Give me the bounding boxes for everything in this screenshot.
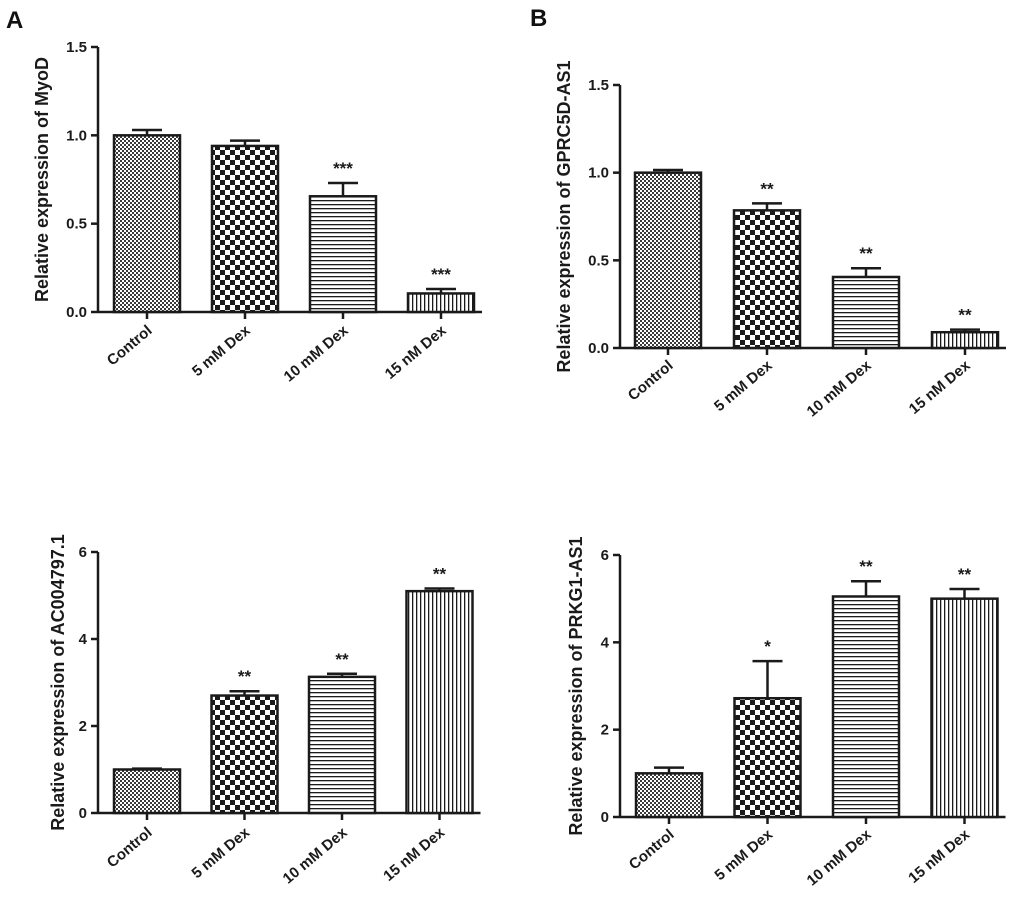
y-tick-label: 4 <box>601 634 610 651</box>
x-tick-label: 10 mM Dex <box>281 322 352 386</box>
bar <box>112 134 182 314</box>
significance-label: ** <box>760 179 774 198</box>
x-tick-label: 5 mM Dex <box>711 357 776 415</box>
bar <box>210 144 280 314</box>
significance-label: *** <box>431 265 451 284</box>
bar <box>633 171 703 350</box>
chart-1: 0.0 0.5 1.0 1.5 Relative expression of MyoD C… <box>32 39 482 385</box>
significance-label: ** <box>238 667 252 686</box>
x-tick-label: Control <box>625 357 677 404</box>
bar <box>831 275 901 350</box>
chart-3: 0 2 4 6 Relative expression of AC004797.1 Con… <box>48 534 481 887</box>
bar <box>930 597 999 819</box>
x-tick-label: Control <box>104 824 156 871</box>
bar <box>634 772 704 819</box>
bar <box>831 595 901 819</box>
bar <box>732 209 802 350</box>
x-tick-label: 15 nM Dex <box>905 826 973 887</box>
y-axis-label: Relative expression of GPRC5D-AS1 <box>554 60 574 372</box>
x-tick-label: Control <box>626 826 678 873</box>
y-tick-label: 2 <box>601 722 609 739</box>
x-tick-label: 15 nM Dex <box>382 322 450 383</box>
bar <box>406 292 476 314</box>
y-tick-label: 0.5 <box>588 252 609 269</box>
y-tick-label: 1.5 <box>588 77 609 94</box>
y-tick-label: 0 <box>79 805 87 822</box>
x-tick-label: Control <box>104 322 156 369</box>
y-tick-label: 1.0 <box>66 127 87 144</box>
significance-label: ** <box>335 650 349 669</box>
x-tick-label: 5 mM Dex <box>711 826 776 884</box>
y-tick-label: 0.0 <box>66 304 87 321</box>
bar <box>733 696 802 819</box>
y-axis-label: Relative expression of PRKG1-AS1 <box>566 536 586 835</box>
bar <box>307 675 377 815</box>
significance-label: ** <box>859 557 873 576</box>
panel-letter-b: B <box>530 5 547 32</box>
x-tick-label: 10 mM Dex <box>804 826 875 890</box>
y-axis-label: Relative expression of AC004797.1 <box>48 534 68 830</box>
y-tick-label: 6 <box>601 547 609 564</box>
significance-label: ** <box>958 306 972 325</box>
y-tick-label: 1.0 <box>588 165 609 182</box>
chart-2: 0.0 0.5 1.0 1.5 Relative expression of GPRC5… <box>554 60 1006 420</box>
y-tick-label: 2 <box>79 718 87 735</box>
y-tick-label: 0 <box>601 809 609 826</box>
significance-label: ** <box>958 565 972 584</box>
y-tick-label: 6 <box>79 544 87 561</box>
y-tick-label: 4 <box>79 631 88 648</box>
x-tick-label: 5 mM Dex <box>188 824 253 882</box>
bar <box>210 694 279 815</box>
y-tick-label: 1.5 <box>66 39 87 56</box>
x-tick-label: 15 nM Dex <box>380 824 448 885</box>
panel-letter-a: A <box>6 7 23 34</box>
x-tick-label: 15 nM Dex <box>906 357 974 418</box>
y-axis-label: Relative expression of MyoD <box>32 57 52 302</box>
bar <box>930 330 1000 350</box>
bar <box>308 195 378 314</box>
y-tick-label: 0.5 <box>66 216 87 233</box>
chart-4: 0 2 4 6 Relative expression of PRKG1-AS1 Cont… <box>566 536 1006 889</box>
significance-label: ** <box>433 565 447 584</box>
significance-label: *** <box>333 159 353 178</box>
y-tick-label: 0.0 <box>588 340 609 357</box>
significance-label: ** <box>859 244 873 263</box>
bar <box>112 768 182 815</box>
bar <box>405 589 474 815</box>
x-tick-label: 10 mM Dex <box>804 357 875 421</box>
significance-label: * <box>764 637 771 656</box>
x-tick-label: 5 mM Dex <box>189 322 254 380</box>
charts-group: 0.0 0.5 1.0 1.5 Relative expression of MyoD C… <box>32 39 1006 889</box>
x-tick-label: 10 mM Dex <box>280 824 351 888</box>
